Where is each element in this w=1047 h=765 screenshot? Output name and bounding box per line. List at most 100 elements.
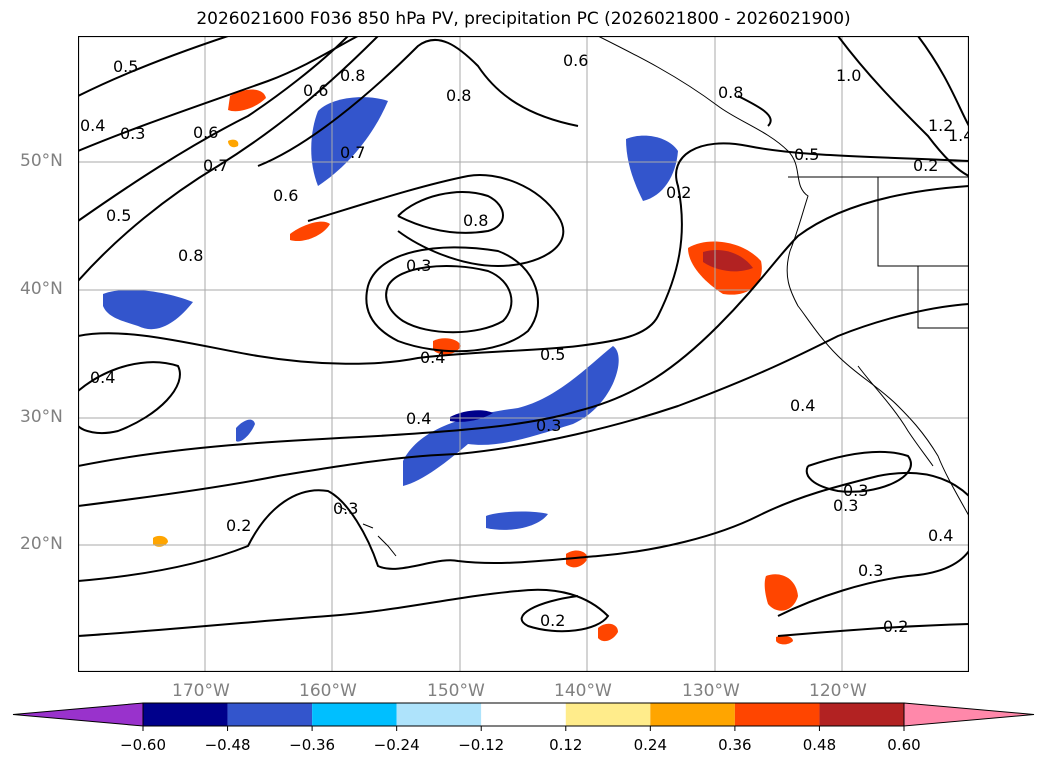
hawaii-islands bbox=[337, 505, 397, 557]
contour-label: 0.4 bbox=[90, 368, 115, 387]
lon-label: 120°W bbox=[809, 681, 867, 701]
contour-label: 0.5 bbox=[106, 206, 131, 225]
colorbar-ticks: −0.60 −0.48 −0.36 −0.24 −0.12 0.12 0.24 0.36 0.4… bbox=[120, 726, 921, 754]
colorbar-segment bbox=[396, 703, 482, 726]
contour-label: 0.3 bbox=[333, 499, 358, 518]
lat-label: 20°N bbox=[20, 534, 63, 554]
pv-contour-line bbox=[777, 550, 969, 617]
contour-label: 0.7 bbox=[203, 156, 228, 175]
precip-positive-area bbox=[153, 535, 168, 547]
pv-contour-line bbox=[78, 471, 969, 582]
contour-label: 0.7 bbox=[340, 143, 365, 162]
precip-positive-area bbox=[776, 635, 793, 645]
contour-label: 0.2 bbox=[226, 516, 251, 535]
contour-label: 0.3 bbox=[536, 416, 561, 435]
contour-label: 0.8 bbox=[340, 66, 365, 85]
lon-label: 150°W bbox=[427, 681, 485, 701]
pv-contour-line bbox=[397, 191, 504, 234]
contour-label: 1.4 bbox=[948, 126, 969, 145]
colorbar-frame bbox=[142, 702, 905, 727]
colorbar-segments bbox=[12, 702, 1035, 727]
colorbar-extension-high bbox=[903, 702, 1035, 727]
pv-contour-line bbox=[78, 36, 379, 282]
colorbar: −0.60 −0.48 −0.36 −0.24 −0.12 0.12 0.24 0.36 0.4… bbox=[12, 702, 1035, 754]
lon-label: 130°W bbox=[682, 681, 740, 701]
contour-label: 0.8 bbox=[178, 246, 203, 265]
precip-negative-area bbox=[236, 419, 255, 442]
coastlines bbox=[337, 36, 969, 557]
contour-label: 0.4 bbox=[928, 526, 953, 545]
pv-contour-line bbox=[737, 95, 772, 127]
lon-label: 140°W bbox=[554, 681, 612, 701]
lat-label: 30°N bbox=[20, 407, 63, 427]
colorbar-tick-label: −0.24 bbox=[374, 736, 420, 754]
contour-label: 0.8 bbox=[463, 211, 488, 230]
lat-label: 50°N bbox=[20, 151, 63, 171]
colorbar-segment bbox=[565, 703, 651, 726]
pv-contour-line bbox=[78, 36, 349, 222]
contour-label: 0.4 bbox=[790, 396, 815, 415]
contour-label: 0.3 bbox=[406, 256, 431, 275]
pv-contour-line bbox=[78, 303, 969, 507]
colorbar-segment bbox=[312, 703, 397, 726]
pv-contour-line bbox=[307, 174, 565, 268]
lon-label: 160°W bbox=[299, 681, 357, 701]
colorbar-tick-label: 0.24 bbox=[634, 736, 667, 754]
contour-label: 0.4 bbox=[80, 116, 105, 135]
pv-contour-line bbox=[78, 185, 969, 467]
lon-label: 170°W bbox=[172, 681, 230, 701]
colorbar-tick-label: 0.60 bbox=[887, 736, 920, 754]
precip-positive-area bbox=[598, 623, 618, 642]
state-borders bbox=[877, 177, 969, 329]
pv-contours bbox=[78, 36, 969, 637]
graticule bbox=[78, 36, 969, 672]
precip-shading bbox=[103, 89, 798, 645]
contour-label: 0.8 bbox=[446, 86, 471, 105]
precip-positive-area bbox=[290, 221, 330, 242]
colorbar-tick-label: −0.36 bbox=[289, 736, 335, 754]
coastline-north-america bbox=[597, 36, 969, 517]
pv-contour-line bbox=[777, 623, 969, 637]
precip-positive-area bbox=[228, 139, 239, 148]
contour-label: 0.6 bbox=[563, 51, 588, 70]
precip-positive-area bbox=[764, 574, 798, 611]
colorbar-tick-label: −0.60 bbox=[120, 736, 166, 754]
precip-negative-area bbox=[311, 97, 388, 186]
contour-label: 0.5 bbox=[540, 345, 565, 364]
precip-negative-area bbox=[626, 135, 678, 201]
colorbar-segment bbox=[227, 703, 313, 726]
coastline-baja bbox=[857, 365, 934, 467]
precip-negative-area bbox=[403, 346, 619, 486]
colorbar-tick-label: 0.48 bbox=[803, 736, 836, 754]
contour-label: 0.3 bbox=[833, 496, 858, 515]
pv-contour-line bbox=[805, 450, 912, 493]
contour-label: 0.5 bbox=[794, 145, 819, 164]
map-title: 2026021600 F036 850 hPa PV, precipitatio… bbox=[196, 9, 851, 29]
contour-label: 0.2 bbox=[913, 156, 938, 175]
contour-label: 0.2 bbox=[666, 183, 691, 202]
colorbar-tick-label: −0.48 bbox=[205, 736, 251, 754]
contour-label: 0.5 bbox=[113, 57, 138, 76]
contour-label: 0.6 bbox=[303, 81, 328, 100]
contour-label: 0.3 bbox=[858, 561, 883, 580]
colorbar-extension-low bbox=[12, 702, 144, 727]
map-panel: 0.5 0.3 0.4 0.7 0.5 0.8 0.6 0.6 0.8 0.6 … bbox=[78, 36, 969, 672]
contour-label: 0.2 bbox=[883, 617, 908, 636]
contour-label: 1.2 bbox=[928, 116, 953, 135]
contour-label: 0.2 bbox=[540, 611, 565, 630]
contour-label: 1.0 bbox=[836, 66, 861, 85]
contour-label: 0.3 bbox=[843, 481, 868, 500]
colorbar-tick-label: 0.36 bbox=[718, 736, 751, 754]
contour-label: 0.4 bbox=[406, 409, 431, 428]
contour-label: 0.4 bbox=[420, 348, 445, 367]
pv-contour-line bbox=[78, 142, 969, 365]
colorbar-segment bbox=[734, 703, 820, 726]
colorbar-tick-label: −0.12 bbox=[458, 736, 504, 754]
colorbar-tick-label: 0.12 bbox=[549, 736, 582, 754]
lat-label: 40°N bbox=[20, 279, 63, 299]
contour-label: 0.6 bbox=[193, 123, 218, 142]
precip-negative-area bbox=[103, 289, 193, 330]
pv-contour-line bbox=[385, 265, 513, 334]
colorbar-segment bbox=[143, 703, 228, 726]
pv-contour-line bbox=[78, 36, 229, 97]
